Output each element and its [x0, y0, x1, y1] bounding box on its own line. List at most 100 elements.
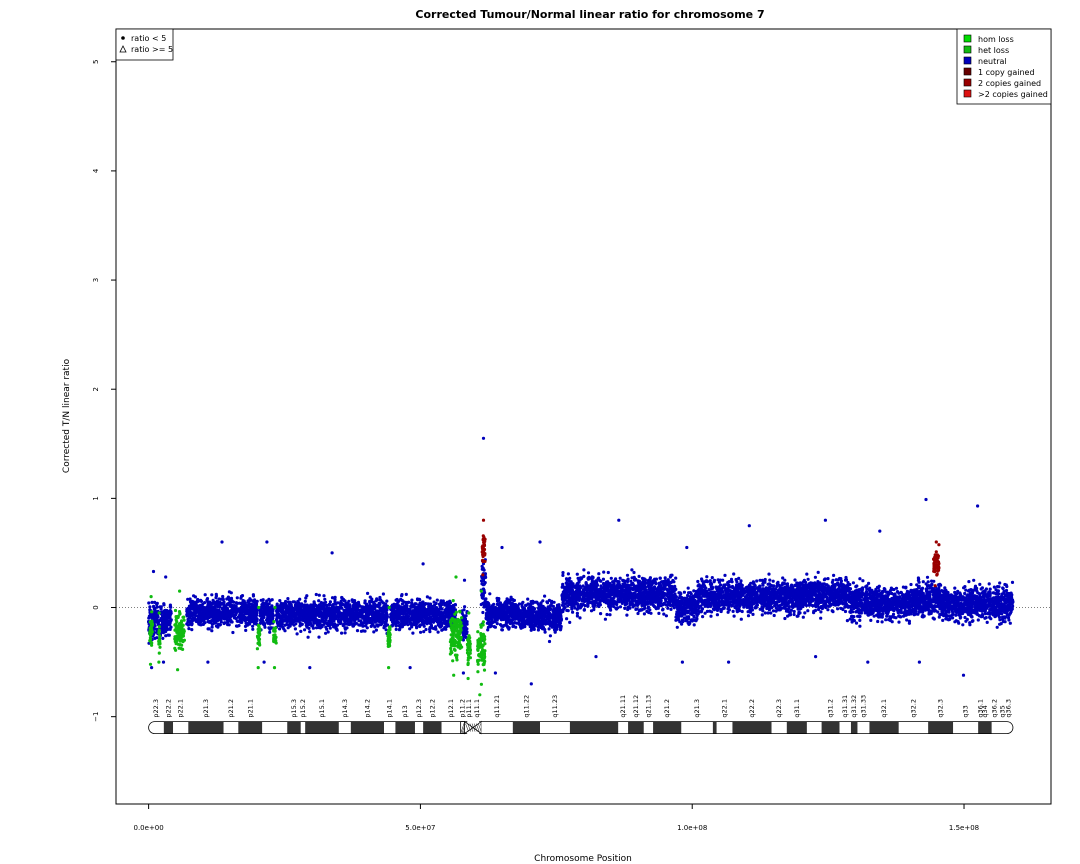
data-point [235, 596, 239, 600]
data-point [523, 625, 527, 629]
data-point [218, 605, 222, 609]
data-point [231, 613, 235, 617]
data-point [431, 626, 435, 630]
data-point [536, 606, 541, 611]
data-point [333, 595, 337, 600]
data-point [370, 622, 374, 626]
data-point [658, 576, 662, 580]
data-point [553, 622, 557, 626]
data-point [321, 601, 325, 605]
data-point [599, 584, 603, 588]
data-point [357, 619, 361, 623]
data-point [635, 607, 639, 611]
data-point [385, 599, 389, 603]
data-point [633, 599, 638, 603]
data-point [625, 573, 630, 577]
data-point [333, 622, 337, 626]
data-point [668, 603, 673, 608]
data-point [372, 630, 376, 634]
data-point [303, 599, 307, 603]
chart-title: Corrected Tumour/Normal linear ratio for… [415, 8, 764, 21]
data-point [418, 623, 422, 628]
data-point [419, 609, 423, 613]
data-point [371, 614, 375, 619]
data-point [434, 627, 438, 631]
data-point [417, 618, 421, 623]
data-point [527, 608, 531, 612]
data-point [562, 605, 566, 609]
data-point [413, 610, 417, 614]
data-point [265, 607, 270, 612]
data-point [328, 600, 332, 604]
data-point [413, 606, 417, 610]
data-point [244, 616, 248, 620]
data-point [206, 627, 210, 631]
data-point [315, 623, 319, 627]
data-point [219, 620, 223, 624]
data-point [167, 633, 171, 637]
data-point [380, 617, 384, 621]
data-point [378, 602, 382, 606]
data-point [363, 607, 367, 612]
data-point [212, 607, 216, 611]
data-point [196, 615, 200, 619]
data-point [161, 610, 165, 615]
data-point [531, 606, 535, 610]
data-point [465, 627, 469, 631]
data-point [522, 606, 527, 611]
data-point [385, 623, 390, 627]
data-point [659, 600, 663, 605]
data-point [545, 600, 549, 604]
data-point [329, 618, 333, 622]
data-point [393, 620, 397, 624]
data-point [189, 600, 193, 604]
y-tick-label: 2 [92, 387, 100, 391]
data-point [218, 600, 222, 604]
data-point [425, 617, 429, 621]
data-point [498, 605, 502, 610]
data-point [275, 620, 279, 624]
data-point [538, 540, 542, 544]
data-point [517, 611, 522, 615]
data-point [394, 598, 398, 602]
data-point [335, 627, 339, 631]
data-point [164, 614, 168, 618]
data-point [364, 621, 369, 625]
data-point [351, 604, 355, 608]
data-point [153, 600, 157, 605]
data-point [271, 616, 275, 620]
data-point [150, 666, 154, 670]
data-point [630, 568, 634, 572]
data-point [268, 610, 272, 614]
data-point [400, 594, 404, 598]
data-point [324, 631, 328, 635]
data-point [230, 607, 235, 611]
data-point [354, 606, 358, 611]
data-point [310, 604, 314, 608]
data-point [244, 612, 248, 616]
data-point [553, 630, 557, 634]
data-point [283, 623, 287, 627]
data-point [545, 607, 550, 611]
data-point [433, 614, 437, 619]
data-point [425, 614, 429, 618]
data-point [268, 622, 272, 626]
data-point [349, 619, 353, 624]
data-point [227, 590, 231, 594]
data-point [408, 666, 412, 670]
data-point [244, 628, 248, 633]
data-point [265, 620, 270, 624]
data-point [539, 601, 543, 605]
data-point [214, 615, 218, 619]
data-point [193, 595, 197, 599]
data-point [543, 620, 547, 625]
data-point [605, 612, 609, 617]
data-point [345, 601, 349, 605]
data-point [311, 618, 315, 622]
data-point [543, 610, 547, 614]
data-point [161, 636, 165, 641]
data-point [232, 609, 237, 614]
data-point [231, 630, 235, 635]
data-point [186, 620, 190, 624]
data-point [513, 606, 517, 610]
